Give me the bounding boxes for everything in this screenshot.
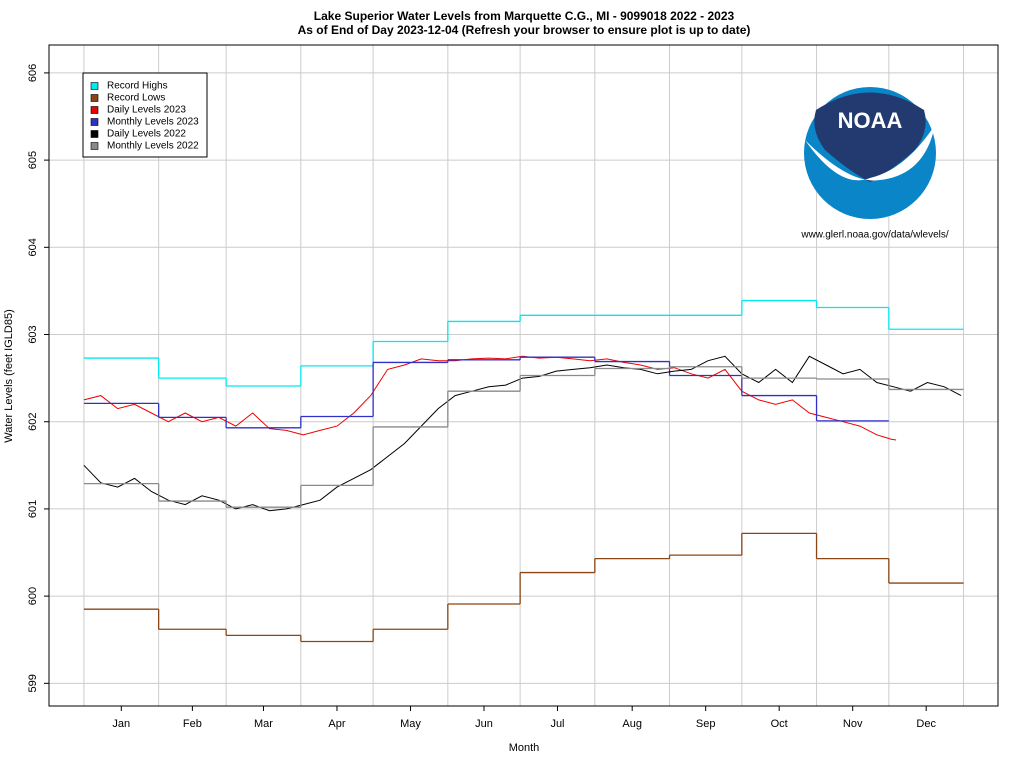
noaa-logo: NOAA <box>804 87 936 219</box>
x-tick-label: Jul <box>550 718 564 730</box>
chart-subtitle: As of End of Day 2023-12-04 (Refresh you… <box>298 23 751 37</box>
logo-text: NOAA <box>838 108 903 133</box>
y-tick-label: 603 <box>27 325 39 343</box>
legend-label: Monthly Levels 2023 <box>107 117 199 128</box>
x-axis-label: Month <box>509 742 540 754</box>
x-tick-label: Dec <box>916 718 936 730</box>
legend-swatch <box>90 94 99 102</box>
y-tick-label: 600 <box>27 587 39 605</box>
y-tick-label: 606 <box>27 64 39 82</box>
y-tick-label: 599 <box>27 674 39 692</box>
y-axis-label: Water Levels (feet IGLD85) <box>3 309 15 442</box>
legend-label: Daily Levels 2023 <box>107 105 186 116</box>
x-tick-label: Oct <box>771 718 788 730</box>
legend-label: Record Highs <box>107 81 168 92</box>
y-tick-label: 601 <box>27 500 39 518</box>
x-tick-label: Aug <box>622 718 642 730</box>
x-tick-label: May <box>400 718 421 730</box>
x-tick-label: Nov <box>843 718 863 730</box>
legend-box <box>82 72 208 158</box>
y-tick-label: 605 <box>27 151 39 169</box>
legend-swatch <box>90 118 99 126</box>
legend-swatch <box>90 130 99 138</box>
x-tick-label: Jan <box>112 718 130 730</box>
plot-frame <box>48 44 999 707</box>
daily-line <box>83 355 897 441</box>
legend-swatch <box>90 106 99 114</box>
x-tick-label: Apr <box>328 718 345 730</box>
y-tick-label: 604 <box>27 238 39 256</box>
legend-swatch <box>90 82 99 90</box>
source-url: www.glerl.noaa.gov/data/wlevels/ <box>800 230 949 241</box>
logo-gull <box>805 125 935 181</box>
x-tick-label: Jun <box>475 718 493 730</box>
legend-label: Daily Levels 2022 <box>107 129 186 140</box>
x-tick-label: Sep <box>696 718 716 730</box>
daily-line <box>83 355 962 512</box>
x-tick-label: Feb <box>183 718 202 730</box>
plot-marks <box>83 299 964 643</box>
legend-swatch <box>90 142 99 150</box>
legend-label: Record Lows <box>107 93 165 104</box>
chart-title: Lake Superior Water Levels from Marquett… <box>314 9 735 23</box>
logo-top <box>814 92 926 182</box>
legend-label: Monthly Levels 2022 <box>107 141 199 152</box>
x-tick-label: Mar <box>254 718 273 730</box>
y-tick-label: 602 <box>27 413 39 431</box>
